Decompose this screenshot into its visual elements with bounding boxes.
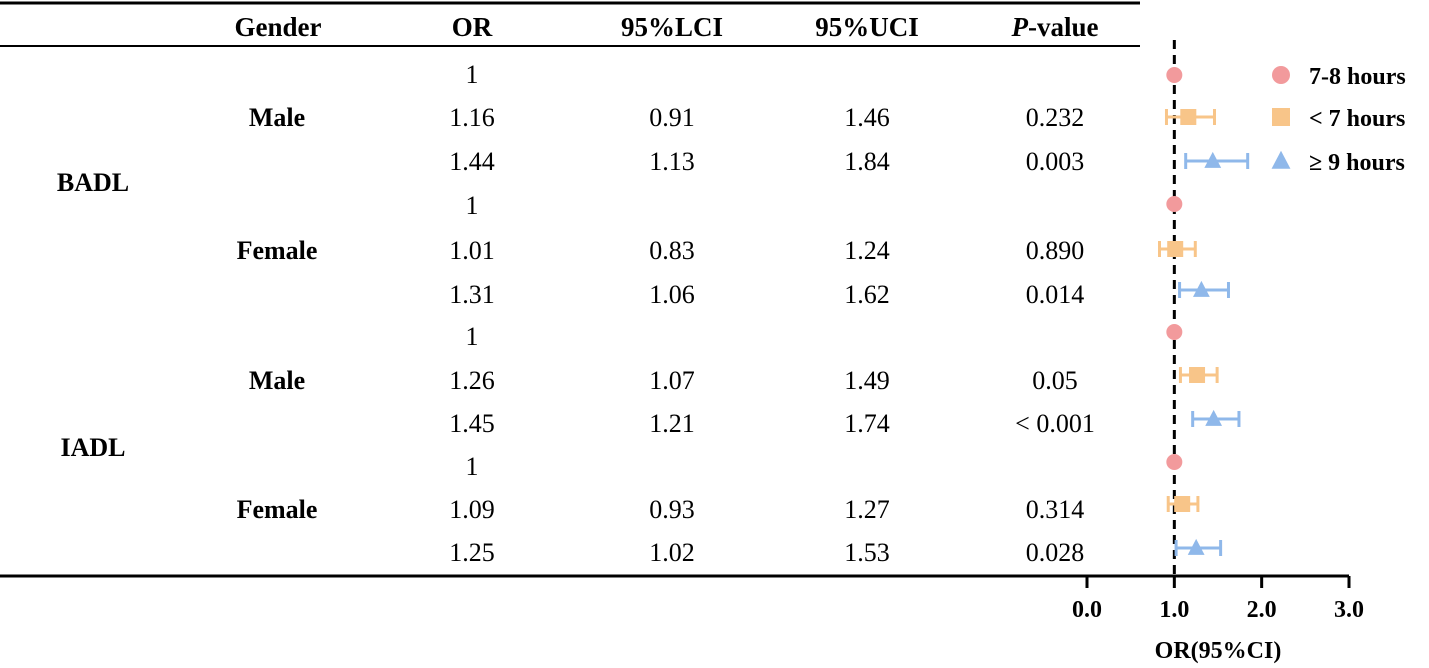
legend-label: ≥ 9 hours — [1309, 150, 1405, 176]
table-cell-uci: 1.53 — [844, 538, 890, 567]
legend-label: 7-8 hours — [1309, 64, 1406, 90]
header-gender: Gender — [235, 12, 322, 42]
table-cell-or: 1.26 — [449, 366, 495, 395]
table-cell-or: 1 — [466, 191, 479, 220]
table-cell-lci: 1.02 — [649, 538, 695, 567]
table-cell-uci: 1.24 — [844, 236, 890, 265]
legend-marker — [1272, 108, 1290, 126]
gender-label-badl-male: Male — [249, 103, 305, 132]
data-point — [1166, 454, 1183, 470]
table-cell-or: 1.45 — [449, 409, 495, 438]
header-p-suffix: -value — [1028, 12, 1099, 42]
legend-marker — [1271, 150, 1291, 169]
forest-plot-area — [1157, 40, 1250, 578]
table-cell-uci: 1.27 — [844, 495, 890, 524]
legend: 7-8 hours < 7 hours ≥ 9 hours — [1271, 64, 1406, 176]
table-cell-or: 1 — [466, 452, 479, 481]
table-cell-p: 0.314 — [1026, 495, 1085, 524]
table-cell-or: 1.44 — [449, 147, 495, 176]
data-point — [1180, 109, 1197, 125]
table-cell-p: 0.014 — [1026, 280, 1085, 309]
header-p-value: P-value — [1011, 12, 1099, 42]
data-point — [1166, 67, 1183, 83]
header-uci: 95%UCI — [815, 12, 919, 42]
data-point — [1189, 367, 1206, 383]
table-cell-or: 1.25 — [449, 538, 495, 567]
table-cell-uci: 1.84 — [844, 147, 890, 176]
table-cell-p: 0.05 — [1032, 366, 1078, 395]
data-point — [1166, 196, 1183, 212]
table-cell-lci: 0.93 — [649, 495, 695, 524]
table-cell-p: 0.028 — [1026, 538, 1085, 567]
table-cell-lci: 0.83 — [649, 236, 695, 265]
table-cell-or: 1.01 — [449, 236, 495, 265]
x-tick-label: 0.0 — [1072, 597, 1102, 623]
data-point — [1187, 538, 1205, 555]
table-cell-p: 0.890 — [1026, 236, 1085, 265]
table-cell-p: < 0.001 — [1015, 409, 1095, 438]
outcome-label-badl: BADL — [57, 168, 129, 197]
table-cell-lci: 1.21 — [649, 409, 695, 438]
table-cell-lci: 1.07 — [649, 366, 695, 395]
gender-label-badl-female: Female — [237, 236, 318, 265]
header-lci: 95%LCI — [621, 12, 723, 42]
table-cell-lci: 1.06 — [649, 280, 695, 309]
table-cell-uci: 1.49 — [844, 366, 890, 395]
table-cell-or: 1 — [466, 60, 479, 89]
table-cell-or: 1 — [466, 322, 479, 351]
x-axis: 0.0 1.0 2.0 3.0 — [1072, 574, 1364, 623]
table-cell-uci: 1.46 — [844, 103, 890, 132]
data-point — [1166, 324, 1183, 340]
x-tick-label: 1.0 — [1159, 597, 1189, 623]
legend-label: < 7 hours — [1309, 106, 1405, 132]
table-cell-p: 0.003 — [1026, 147, 1085, 176]
table-cell-or: 1.31 — [449, 280, 495, 309]
gender-label-iadl-male: Male — [249, 366, 305, 395]
table-cell-lci: 0.91 — [649, 103, 695, 132]
gender-label-iadl-female: Female — [237, 495, 318, 524]
x-axis-label: OR(95%CI) — [1155, 638, 1282, 664]
table-cell-lci: 1.13 — [649, 147, 695, 176]
data-point — [1174, 496, 1191, 512]
table-cell-p: 0.232 — [1026, 103, 1085, 132]
x-tick-label: 3.0 — [1334, 597, 1364, 623]
legend-marker — [1272, 66, 1290, 84]
data-point — [1167, 241, 1184, 257]
table-cell-or: 1.16 — [449, 103, 495, 132]
table-cell-uci: 1.62 — [844, 280, 890, 309]
header-p-italic: P — [1011, 12, 1029, 42]
header-or: OR — [452, 12, 493, 42]
table-cell-or: 1.09 — [449, 495, 495, 524]
table-body: 1 1.16 0.91 1.46 0.232 1.44 1.13 1.84 0.… — [449, 60, 1095, 567]
data-point — [1193, 280, 1210, 297]
outcome-label-iadl: IADL — [60, 433, 125, 462]
x-tick-label: 2.0 — [1247, 597, 1277, 623]
data-point — [1204, 151, 1222, 168]
table-cell-uci: 1.74 — [844, 409, 890, 438]
data-point — [1205, 409, 1223, 426]
